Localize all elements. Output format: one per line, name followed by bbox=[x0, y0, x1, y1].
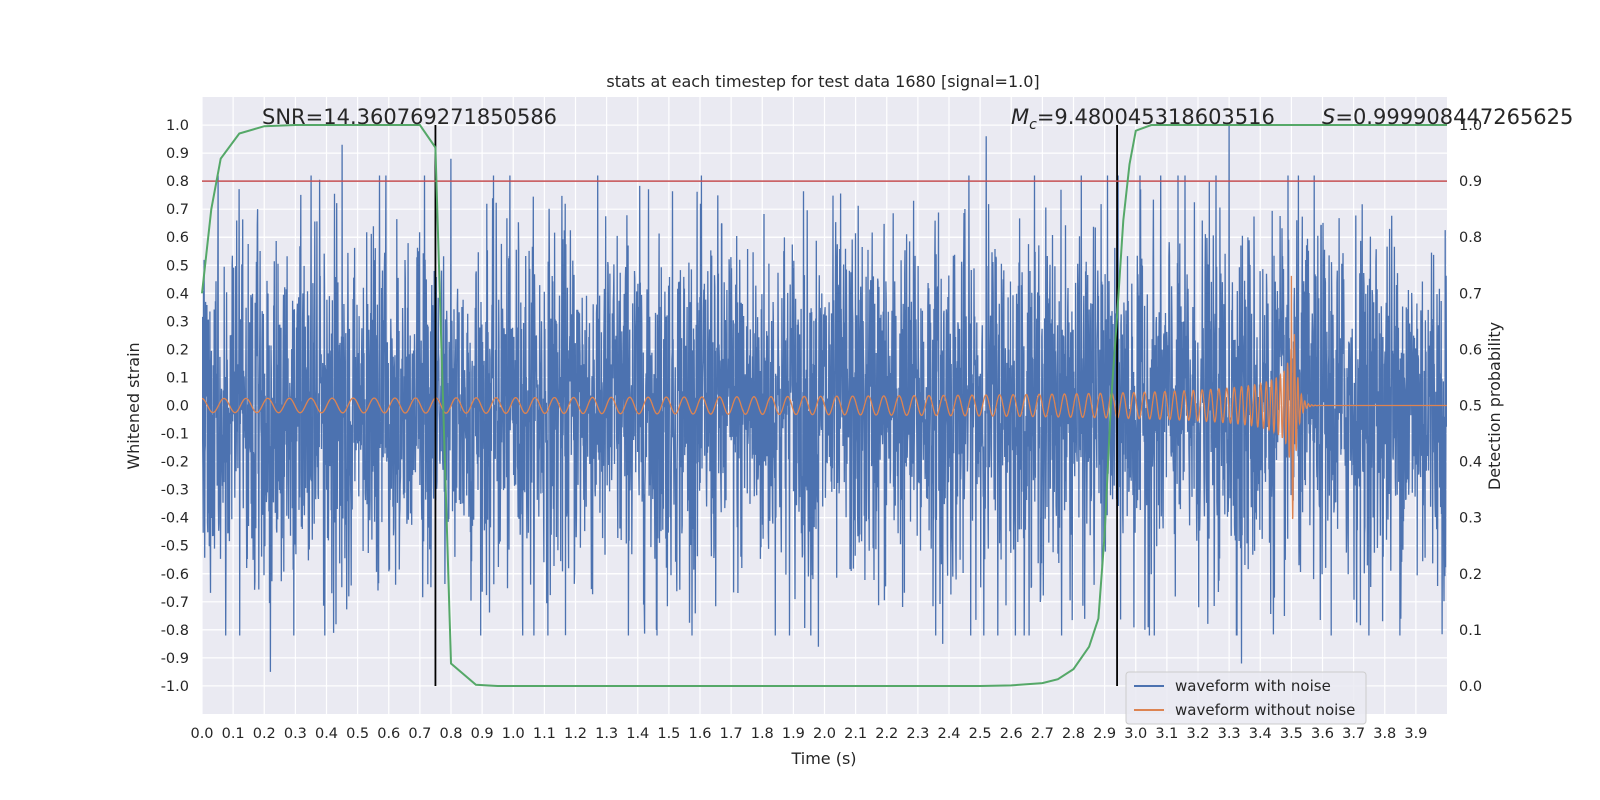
x-tick-label: 2.3 bbox=[906, 726, 929, 742]
y2-tick-label: 0.8 bbox=[1459, 230, 1482, 246]
x-tick-label: 3.6 bbox=[1311, 726, 1334, 742]
x-tick-label: 0.9 bbox=[471, 726, 494, 742]
y-tick-label: 0.6 bbox=[166, 230, 189, 246]
series-waveform-without-noise bbox=[202, 275, 1447, 520]
x-tick-label: 2.0 bbox=[813, 726, 836, 742]
y2-tick-label: 0.5 bbox=[1459, 399, 1482, 415]
x-tick-label: 1.0 bbox=[502, 726, 525, 742]
x-tick-label: 2.5 bbox=[969, 726, 992, 742]
y-tick-label: 0.8 bbox=[166, 174, 189, 190]
chirp-mass-value: =9.480045318603516 bbox=[1037, 105, 1275, 129]
y2-axis-ticks: 1.0 0.9 0.8 0.7 0.6 0.5 0.4 0.3 0.2 0.1 0.0 bbox=[1459, 118, 1482, 695]
x-tick-label: 3.4 bbox=[1249, 726, 1272, 742]
y-tick-label: -1.0 bbox=[161, 679, 189, 695]
y-axis-label: Whitened strain bbox=[124, 342, 143, 469]
y-axis-ticks: 1.0 0.9 0.8 0.7 0.6 0.5 0.4 0.3 0.2 0.1 0.0 -0.1 -0.… bbox=[161, 118, 189, 695]
x-tick-label: 1.6 bbox=[688, 726, 711, 742]
x-tick-label: 0.2 bbox=[253, 726, 276, 742]
y-tick-label: 0.7 bbox=[166, 202, 189, 218]
x-tick-label: 3.1 bbox=[1155, 726, 1178, 742]
x-tick-label: 0.8 bbox=[439, 726, 462, 742]
series-detection-probability bbox=[201, 124, 1447, 687]
y2-tick-label: 0.9 bbox=[1459, 174, 1482, 190]
x-tick-label: 0.6 bbox=[377, 726, 400, 742]
x-axis-ticks: 0.0 0.1 0.2 0.3 0.4 0.5 0.6 0.7 0.8 0.9 1.0 1.1 1.2 1… bbox=[190, 726, 1427, 742]
legend: waveform with noise waveform without noi… bbox=[1125, 671, 1367, 725]
y-tick-label: 1.0 bbox=[166, 118, 189, 134]
y2-axis-label: Detection probability bbox=[1485, 322, 1504, 490]
y-tick-label: -0.7 bbox=[161, 595, 189, 611]
y2-tick-label: 0.2 bbox=[1459, 567, 1482, 583]
x-tick-label: 1.9 bbox=[782, 726, 805, 742]
y2-tick-label: 0.4 bbox=[1459, 455, 1482, 471]
x-tick-label: 0.0 bbox=[190, 726, 213, 742]
y-tick-label: 0.5 bbox=[166, 258, 189, 274]
score-symbol: S bbox=[1322, 105, 1335, 129]
x-tick-label: 2.2 bbox=[875, 726, 898, 742]
y-tick-label: -0.3 bbox=[161, 483, 189, 499]
x-tick-label: 3.5 bbox=[1280, 726, 1303, 742]
x-tick-label: 3.2 bbox=[1186, 726, 1209, 742]
chirp-mass-symbol: M bbox=[1011, 105, 1029, 129]
x-tick-label: 1.8 bbox=[751, 726, 774, 742]
y2-tick-label: 0.7 bbox=[1459, 286, 1482, 302]
x-tick-label: 3.8 bbox=[1373, 726, 1396, 742]
y2-tick-label: 0.0 bbox=[1459, 679, 1482, 695]
x-tick-label: 0.5 bbox=[346, 726, 369, 742]
chirp-mass-annotation: Mc=9.480045318603516 bbox=[1011, 105, 1275, 133]
x-tick-label: 1.5 bbox=[657, 726, 680, 742]
x-tick-label: 2.6 bbox=[1000, 726, 1023, 742]
chart-title: stats at each timestep for test data 168… bbox=[606, 72, 1039, 91]
y-tick-label: 0.0 bbox=[166, 399, 189, 415]
x-tick-label: 0.1 bbox=[222, 726, 245, 742]
y-tick-label: -0.8 bbox=[161, 623, 189, 639]
x-tick-label: 3.9 bbox=[1404, 726, 1427, 742]
y-tick-label: 0.3 bbox=[166, 314, 189, 330]
x-tick-label: 2.9 bbox=[1093, 726, 1116, 742]
score-value: =0.999908447265625 bbox=[1335, 105, 1573, 129]
x-tick-label: 1.3 bbox=[595, 726, 618, 742]
y2-tick-label: 1.0 bbox=[1459, 118, 1482, 134]
legend-box bbox=[1125, 671, 1367, 725]
y-tick-label: -0.5 bbox=[161, 539, 189, 555]
x-tick-label: 2.8 bbox=[1062, 726, 1085, 742]
y-tick-label: 0.1 bbox=[166, 370, 189, 386]
y-tick-label: -0.1 bbox=[161, 427, 189, 443]
y-tick-label: 0.9 bbox=[166, 146, 189, 162]
x-axis-label: Time (s) bbox=[790, 749, 856, 768]
x-tick-label: 1.7 bbox=[720, 726, 743, 742]
x-tick-label: 0.3 bbox=[284, 726, 307, 742]
x-tick-label: 3.7 bbox=[1342, 726, 1365, 742]
chirp-mass-subscript: c bbox=[1029, 117, 1037, 133]
y-tick-label: 0.2 bbox=[166, 342, 189, 358]
x-tick-label: 0.4 bbox=[315, 726, 338, 742]
x-tick-label: 3.3 bbox=[1218, 726, 1241, 742]
x-tick-label: 2.1 bbox=[844, 726, 867, 742]
y-tick-label: -0.9 bbox=[161, 651, 189, 667]
y-tick-label: -0.6 bbox=[161, 567, 189, 583]
score-annotation: S=0.999908447265625 bbox=[1322, 105, 1573, 129]
x-tick-label: 1.1 bbox=[533, 726, 556, 742]
x-tick-label: 1.4 bbox=[626, 726, 649, 742]
x-tick-label: 2.7 bbox=[1031, 726, 1054, 742]
snr-annotation: SNR=14.360769271850586 bbox=[262, 105, 557, 129]
x-tick-label: 3.0 bbox=[1124, 726, 1147, 742]
x-tick-label: 0.7 bbox=[408, 726, 431, 742]
y2-tick-label: 0.6 bbox=[1459, 342, 1482, 358]
y-tick-label: -0.4 bbox=[161, 511, 189, 527]
y2-tick-label: 0.3 bbox=[1459, 511, 1482, 527]
y-tick-label: -0.2 bbox=[161, 455, 189, 471]
legend-label-noise: waveform with noise bbox=[1175, 677, 1331, 695]
x-tick-label: 2.4 bbox=[937, 726, 960, 742]
x-tick-label: 1.2 bbox=[564, 726, 587, 742]
y-tick-label: 0.4 bbox=[166, 286, 189, 302]
y2-tick-label: 0.1 bbox=[1459, 623, 1482, 639]
legend-label-chirp: waveform without noise bbox=[1175, 701, 1355, 719]
